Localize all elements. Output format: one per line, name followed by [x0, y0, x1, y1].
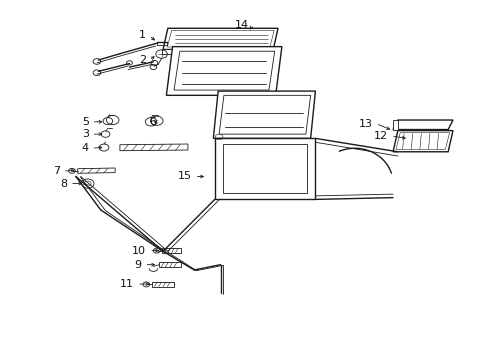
Text: 1: 1	[139, 30, 146, 40]
Polygon shape	[162, 49, 272, 54]
Polygon shape	[166, 47, 281, 95]
Text: 8: 8	[60, 179, 67, 189]
Text: 4: 4	[81, 143, 89, 153]
Text: 7: 7	[53, 166, 60, 176]
Text: 10: 10	[132, 246, 146, 256]
Polygon shape	[392, 120, 452, 130]
Polygon shape	[159, 262, 181, 267]
Polygon shape	[213, 91, 315, 138]
Polygon shape	[214, 138, 315, 199]
Polygon shape	[392, 131, 452, 152]
Polygon shape	[152, 282, 173, 287]
Text: 13: 13	[358, 118, 372, 129]
Text: 12: 12	[373, 131, 387, 141]
Text: 11: 11	[120, 279, 134, 289]
Text: 9: 9	[134, 260, 141, 270]
Text: 3: 3	[81, 129, 89, 139]
Text: 6: 6	[148, 117, 156, 127]
Text: 5: 5	[81, 117, 89, 127]
Polygon shape	[78, 168, 115, 173]
Polygon shape	[162, 248, 181, 253]
Polygon shape	[392, 120, 397, 130]
Text: 14: 14	[235, 20, 249, 30]
Polygon shape	[120, 144, 187, 151]
Text: 15: 15	[178, 171, 191, 181]
Text: 2: 2	[139, 55, 146, 65]
Polygon shape	[163, 28, 278, 49]
